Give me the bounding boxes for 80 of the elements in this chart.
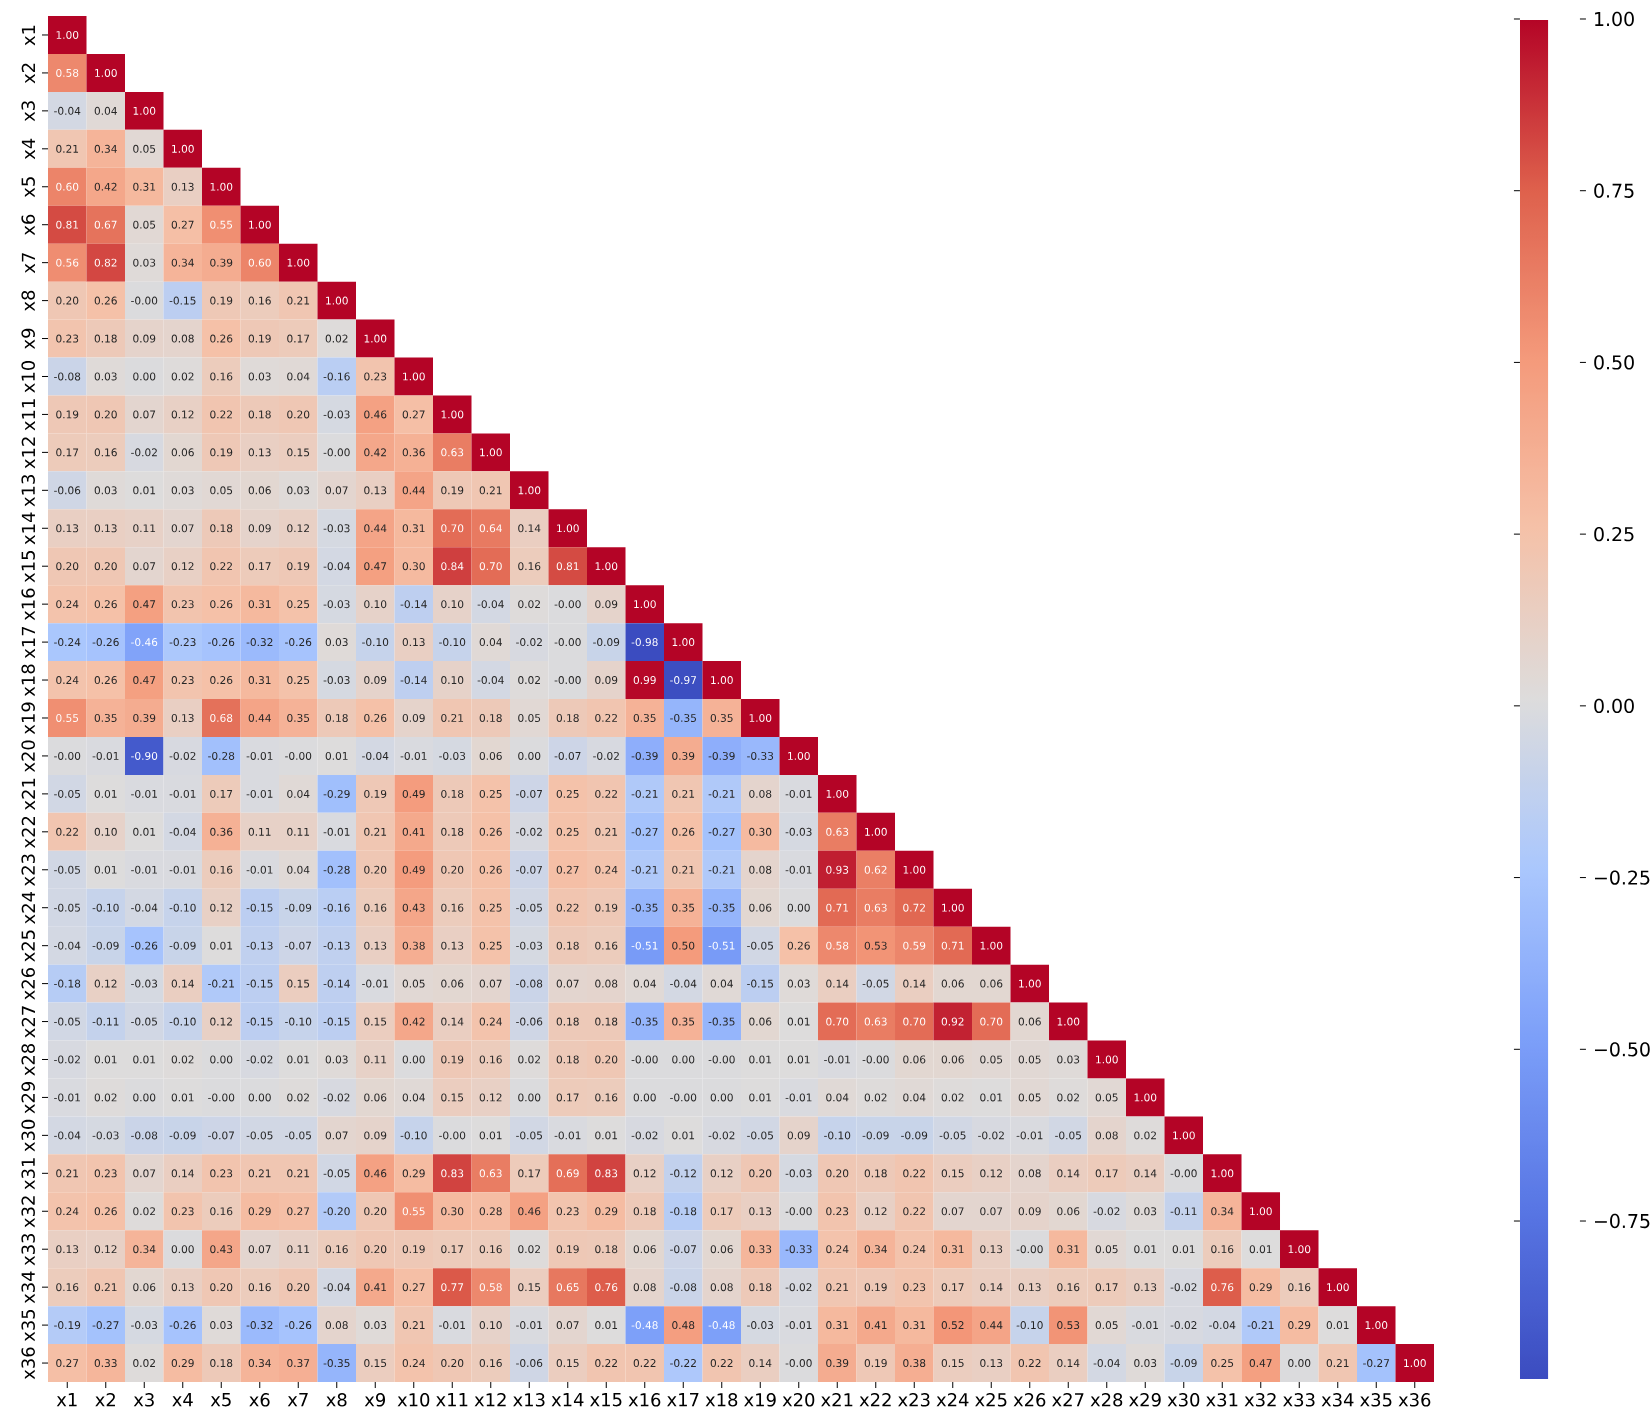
y-tick-label: x26 bbox=[21, 968, 35, 1000]
x-tick-label: x28 bbox=[1090, 1393, 1123, 1407]
x-tick-label: x13 bbox=[513, 1393, 545, 1407]
color-bar-label: −0.25 bbox=[1594, 870, 1650, 885]
color-bar-label: −0.50 bbox=[1594, 1042, 1650, 1057]
y-tick-label: x5 bbox=[21, 177, 35, 198]
x-tick-label: x35 bbox=[1360, 1393, 1392, 1407]
y-tick-label: x22 bbox=[21, 816, 35, 848]
x-tick-label: x22 bbox=[859, 1393, 891, 1407]
x-tick-label: x18 bbox=[705, 1393, 738, 1407]
y-tick-label: x1 bbox=[21, 25, 35, 46]
y-tick-label: x33 bbox=[21, 1233, 35, 1266]
color-bar-label: −0.75 bbox=[1594, 1213, 1650, 1229]
y-tick-label: x15 bbox=[21, 551, 35, 583]
x-tick-label: x16 bbox=[628, 1393, 661, 1407]
y-tick-label: x20 bbox=[21, 740, 35, 773]
x-tick-label: x1 bbox=[56, 1393, 77, 1407]
color-bar-label: 0.25 bbox=[1594, 526, 1634, 542]
y-tick-label: x10 bbox=[21, 360, 35, 393]
x-tick-label: x26 bbox=[1013, 1393, 1046, 1407]
y-tick-label: x8 bbox=[21, 290, 35, 312]
x-tick-label: x19 bbox=[744, 1393, 776, 1407]
y-tick-label: x12 bbox=[21, 437, 35, 469]
y-tick-label: x36 bbox=[21, 1347, 35, 1380]
y-tick-label: x28 bbox=[21, 1043, 35, 1076]
y-tick-label: x24 bbox=[21, 892, 35, 924]
x-tick-label: x15 bbox=[590, 1393, 622, 1407]
y-tick-label: x35 bbox=[21, 1309, 35, 1342]
y-tick-label: x14 bbox=[21, 512, 35, 545]
y-tick-label: x23 bbox=[21, 854, 35, 886]
x-tick-label: x33 bbox=[1283, 1393, 1315, 1407]
x-tick-label: x17 bbox=[667, 1393, 699, 1407]
x-tick-label: x5 bbox=[210, 1393, 231, 1407]
y-tick-label: x21 bbox=[21, 778, 35, 811]
x-tick-label: x8 bbox=[326, 1393, 347, 1407]
x-tick-label: x29 bbox=[1129, 1393, 1161, 1407]
x-tick-label: x11 bbox=[436, 1393, 468, 1407]
y-tick-label: x17 bbox=[21, 626, 35, 659]
x-tick-label: x27 bbox=[1052, 1393, 1084, 1407]
x-tick-label: x31 bbox=[1206, 1393, 1238, 1407]
x-tick-label: x6 bbox=[249, 1393, 270, 1407]
y-tick-label: x18 bbox=[21, 664, 35, 697]
y-tick-label: x32 bbox=[21, 1196, 35, 1228]
x-tick-label: x21 bbox=[821, 1393, 853, 1407]
x-tick-label: x4 bbox=[172, 1393, 193, 1407]
x-tick-label: x12 bbox=[474, 1393, 506, 1407]
y-tick-label: x31 bbox=[21, 1158, 35, 1190]
y-tick-label: x30 bbox=[21, 1119, 35, 1152]
x-tick-label: x10 bbox=[397, 1393, 430, 1407]
y-tick-label: x6 bbox=[21, 214, 35, 236]
color-bar-label: 0.75 bbox=[1594, 183, 1634, 198]
y-tick-label: x27 bbox=[21, 1006, 35, 1038]
x-tick-label: x30 bbox=[1167, 1393, 1200, 1407]
x-tick-label: x23 bbox=[898, 1393, 930, 1407]
x-tick-label: x14 bbox=[551, 1393, 584, 1407]
x-tick-label: x25 bbox=[975, 1393, 1007, 1407]
y-tick-label: x7 bbox=[21, 253, 35, 274]
x-tick-label: x36 bbox=[1398, 1393, 1431, 1407]
x-tick-label: x3 bbox=[133, 1393, 154, 1407]
x-tick-label: x32 bbox=[1244, 1393, 1276, 1407]
x-tick-label: x7 bbox=[287, 1393, 308, 1407]
x-tick-label: x2 bbox=[95, 1393, 115, 1407]
y-tick-label: x2 bbox=[21, 63, 35, 84]
y-tick-label: x25 bbox=[21, 930, 35, 962]
y-tick-label: x13 bbox=[21, 475, 35, 507]
y-tick-label: x19 bbox=[21, 702, 35, 735]
x-tick-label: x24 bbox=[936, 1393, 969, 1407]
x-tick-label: x9 bbox=[364, 1393, 386, 1407]
y-tick-label: x4 bbox=[21, 138, 35, 160]
x-tick-label: x34 bbox=[1321, 1393, 1354, 1407]
y-tick-label: x3 bbox=[21, 101, 35, 122]
y-tick-label: x16 bbox=[21, 588, 35, 621]
color-bar-label: 1.00 bbox=[1595, 11, 1634, 27]
y-tick-label: x11 bbox=[21, 399, 35, 431]
y-tick-label: x9 bbox=[21, 328, 35, 350]
color-bar-label: 0.00 bbox=[1594, 698, 1634, 714]
y-tick-label: x34 bbox=[21, 1271, 35, 1304]
y-tick-label: x29 bbox=[21, 1081, 35, 1114]
color-bar-label: 0.50 bbox=[1594, 355, 1634, 370]
x-tick-label: x20 bbox=[782, 1393, 815, 1407]
